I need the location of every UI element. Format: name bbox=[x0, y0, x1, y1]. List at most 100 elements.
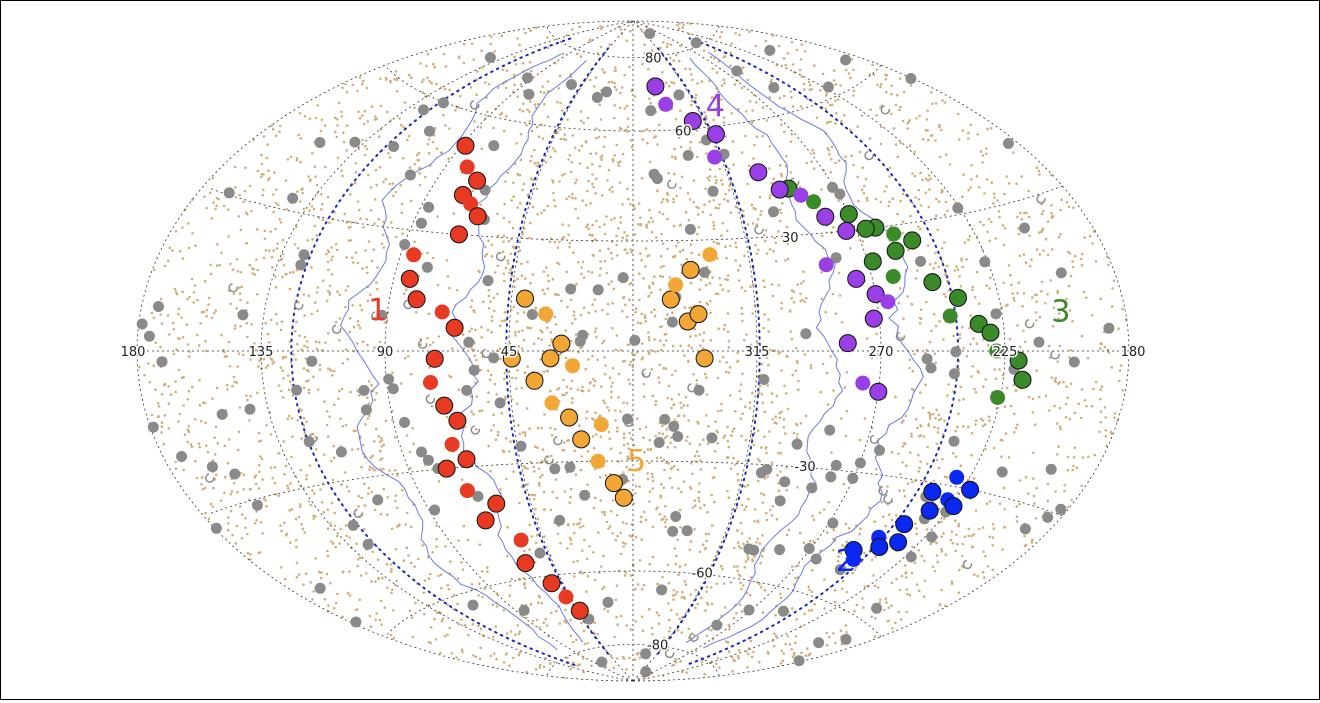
background-point bbox=[536, 446, 539, 450]
background-point bbox=[990, 181, 994, 184]
background-point bbox=[738, 264, 742, 268]
background-point bbox=[692, 179, 696, 182]
background-point bbox=[1003, 507, 1006, 511]
background-point bbox=[335, 117, 339, 121]
background-point bbox=[235, 381, 239, 384]
background-point bbox=[496, 292, 499, 296]
background-point bbox=[295, 225, 298, 228]
gray-point bbox=[422, 454, 434, 466]
background-point bbox=[174, 380, 177, 383]
background-point bbox=[339, 417, 342, 421]
background-point bbox=[315, 291, 319, 294]
background-point bbox=[946, 209, 949, 213]
background-point bbox=[599, 565, 603, 568]
background-point bbox=[935, 554, 939, 557]
background-point bbox=[1035, 319, 1038, 322]
background-point bbox=[1094, 260, 1098, 263]
background-point bbox=[680, 406, 683, 410]
background-point bbox=[597, 531, 600, 534]
background-point bbox=[533, 497, 536, 501]
background-point bbox=[770, 181, 774, 185]
background-point bbox=[644, 518, 648, 522]
background-point bbox=[256, 169, 260, 173]
background-point bbox=[512, 305, 516, 309]
background-point bbox=[1003, 227, 1007, 230]
background-point bbox=[813, 603, 816, 606]
background-point bbox=[522, 182, 526, 186]
background-point bbox=[255, 518, 258, 522]
background-point bbox=[604, 364, 607, 367]
background-point bbox=[461, 333, 465, 336]
background-point bbox=[687, 627, 690, 631]
background-point bbox=[646, 472, 649, 475]
background-point bbox=[1099, 388, 1103, 392]
background-point bbox=[1016, 215, 1019, 219]
background-point bbox=[534, 668, 538, 671]
background-point bbox=[692, 200, 696, 204]
background-point bbox=[715, 107, 719, 110]
background-point bbox=[901, 445, 905, 448]
background-point bbox=[765, 518, 769, 522]
point-group-4 bbox=[646, 77, 665, 96]
background-point bbox=[177, 312, 180, 316]
background-point bbox=[377, 218, 381, 221]
background-point bbox=[674, 157, 677, 161]
gray-ring-point bbox=[481, 348, 492, 359]
background-point bbox=[442, 113, 445, 117]
background-point bbox=[762, 493, 766, 497]
point-group-1 bbox=[463, 196, 479, 212]
background-point bbox=[363, 109, 367, 113]
background-point bbox=[399, 382, 403, 385]
background-point bbox=[675, 613, 679, 616]
background-point bbox=[983, 576, 986, 579]
background-point bbox=[782, 94, 786, 98]
background-point bbox=[394, 469, 397, 472]
background-point bbox=[983, 423, 987, 426]
background-point bbox=[580, 621, 583, 625]
point-group-1 bbox=[513, 532, 529, 548]
background-point bbox=[981, 161, 984, 164]
background-point bbox=[930, 91, 933, 94]
background-point bbox=[260, 457, 264, 461]
background-point bbox=[484, 245, 487, 249]
background-point bbox=[664, 504, 667, 508]
gray-point bbox=[418, 104, 429, 116]
background-point bbox=[687, 218, 691, 222]
background-point bbox=[862, 192, 866, 195]
background-point bbox=[664, 332, 668, 336]
background-point bbox=[378, 340, 382, 344]
background-point bbox=[642, 395, 646, 399]
background-point bbox=[775, 517, 779, 521]
background-point bbox=[1067, 205, 1071, 209]
gray-point bbox=[314, 582, 326, 594]
background-point bbox=[661, 198, 665, 201]
background-point bbox=[634, 492, 637, 495]
background-point bbox=[785, 533, 789, 537]
background-point bbox=[673, 172, 676, 176]
background-point bbox=[734, 31, 737, 35]
background-point bbox=[279, 524, 282, 527]
background-point bbox=[649, 448, 653, 451]
background-point bbox=[295, 159, 299, 162]
background-point bbox=[576, 664, 580, 667]
background-point bbox=[945, 264, 949, 268]
background-point bbox=[907, 120, 911, 124]
background-point bbox=[492, 296, 496, 300]
parallel-line bbox=[546, 25, 720, 59]
background-point bbox=[910, 432, 913, 436]
background-point bbox=[835, 112, 838, 115]
background-point bbox=[955, 533, 958, 537]
background-point bbox=[514, 63, 518, 66]
point-group-4 bbox=[749, 163, 768, 182]
background-point bbox=[730, 655, 734, 659]
background-point bbox=[445, 415, 449, 419]
background-point bbox=[520, 485, 524, 489]
background-point bbox=[786, 355, 789, 359]
background-point bbox=[510, 577, 513, 581]
background-point bbox=[651, 394, 655, 398]
background-point bbox=[751, 345, 755, 348]
background-point bbox=[698, 333, 702, 336]
background-point bbox=[727, 650, 731, 653]
background-point bbox=[549, 426, 552, 430]
